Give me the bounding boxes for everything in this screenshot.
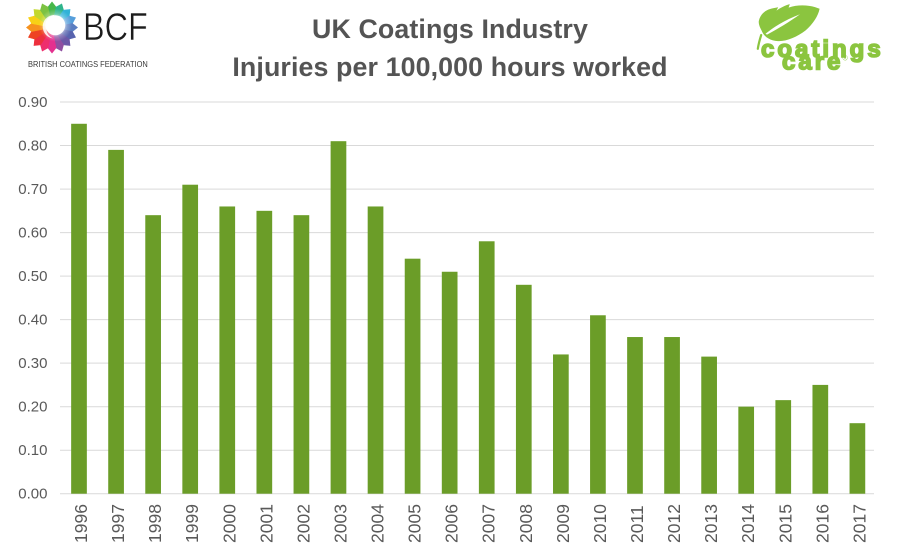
svg-text:2008: 2008 bbox=[516, 504, 536, 543]
svg-text:2010: 2010 bbox=[590, 504, 610, 543]
svg-text:coatings: coatings bbox=[761, 36, 884, 63]
svg-text:2005: 2005 bbox=[405, 504, 425, 543]
svg-text:0.10: 0.10 bbox=[18, 442, 47, 459]
svg-text:0.00: 0.00 bbox=[18, 486, 47, 503]
svg-text:2006: 2006 bbox=[442, 504, 462, 543]
svg-text:2000: 2000 bbox=[219, 504, 239, 543]
svg-text:0.90: 0.90 bbox=[18, 94, 47, 111]
svg-text:2011: 2011 bbox=[627, 505, 647, 543]
svg-text:0.60: 0.60 bbox=[18, 225, 47, 242]
svg-text:2016: 2016 bbox=[812, 504, 832, 543]
svg-text:1997: 1997 bbox=[108, 504, 128, 543]
svg-text:1996: 1996 bbox=[71, 504, 91, 543]
svg-text:2013: 2013 bbox=[701, 504, 721, 543]
svg-text:care: care bbox=[782, 49, 843, 76]
svg-text:1998: 1998 bbox=[145, 504, 165, 543]
svg-text:2003: 2003 bbox=[330, 504, 350, 543]
svg-text:2004: 2004 bbox=[368, 504, 388, 543]
svg-text:®: ® bbox=[843, 55, 849, 63]
svg-text:0.70: 0.70 bbox=[18, 181, 47, 198]
svg-text:0.40: 0.40 bbox=[18, 312, 47, 329]
svg-text:2002: 2002 bbox=[293, 504, 313, 543]
svg-text:2014: 2014 bbox=[738, 504, 758, 543]
svg-text:0.50: 0.50 bbox=[18, 268, 47, 285]
svg-text:2012: 2012 bbox=[664, 504, 684, 543]
svg-text:2015: 2015 bbox=[775, 504, 795, 543]
svg-text:0.20: 0.20 bbox=[18, 399, 47, 416]
svg-text:2009: 2009 bbox=[553, 504, 573, 543]
svg-text:1999: 1999 bbox=[182, 504, 202, 543]
svg-text:2007: 2007 bbox=[479, 504, 499, 543]
svg-text:0.30: 0.30 bbox=[18, 355, 47, 372]
svg-text:2001: 2001 bbox=[256, 504, 276, 543]
svg-text:0.80: 0.80 bbox=[18, 138, 47, 155]
svg-text:2017: 2017 bbox=[849, 504, 869, 543]
